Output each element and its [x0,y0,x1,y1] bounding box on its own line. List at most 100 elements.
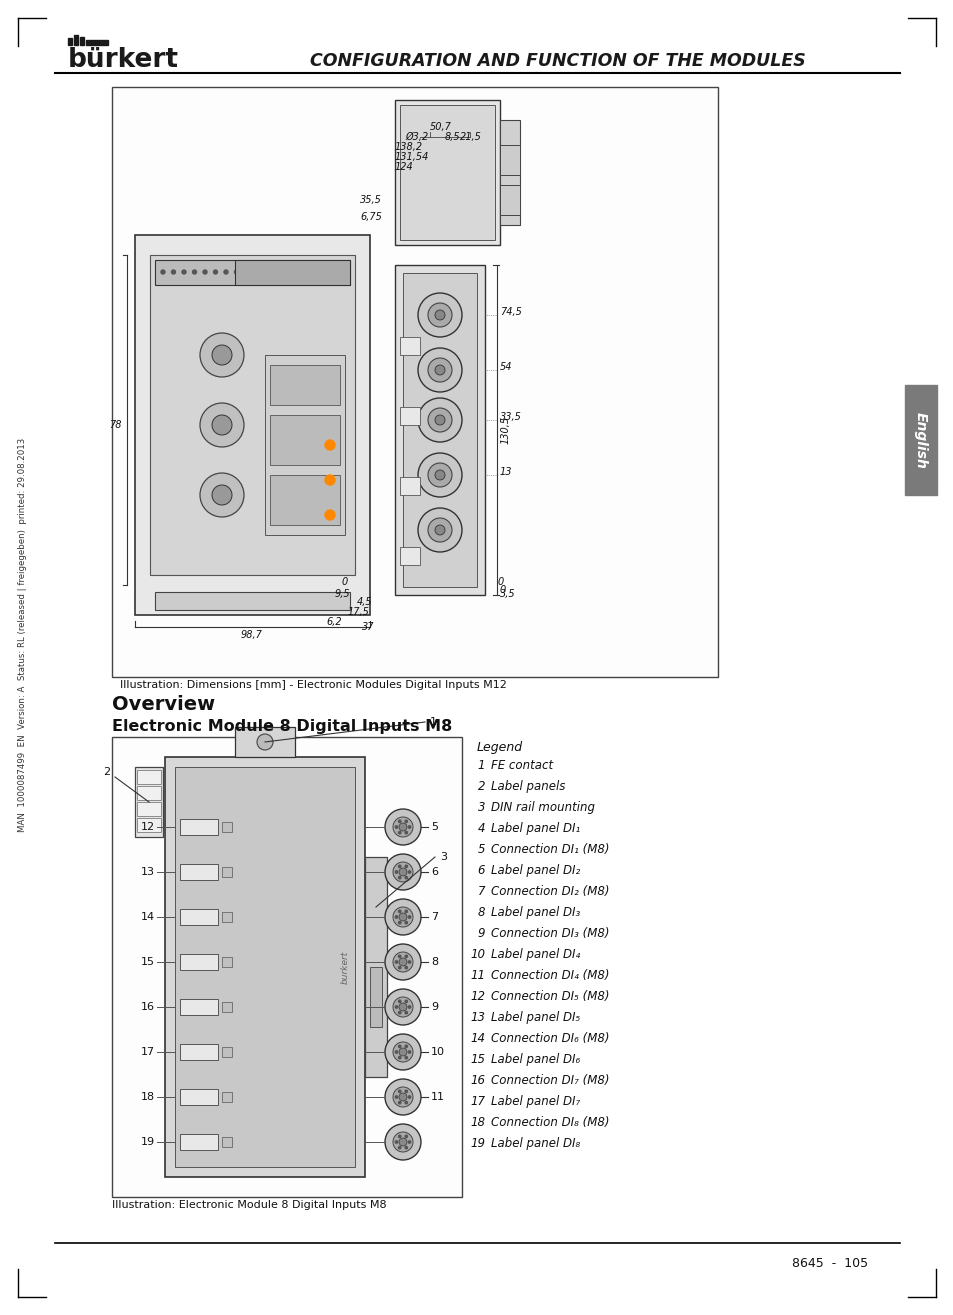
Bar [222,1002,232,1013]
Text: 8: 8 [477,906,484,919]
Circle shape [395,1006,397,1009]
Text: 11: 11 [431,1091,444,1102]
Text: Overview: Overview [112,696,214,714]
Circle shape [398,910,400,913]
Bar [180,953,218,970]
Circle shape [405,910,407,913]
Circle shape [297,270,301,274]
Text: 6: 6 [431,867,437,877]
Text: FE contact: FE contact [491,759,553,772]
Text: 0: 0 [499,585,506,594]
Circle shape [405,967,407,969]
Text: 18: 18 [141,1091,154,1102]
Text: 131,54: 131,54 [395,153,429,162]
Bar [180,819,218,835]
Text: Label panel DI₇: Label panel DI₇ [491,1095,579,1109]
Circle shape [405,1090,407,1093]
Circle shape [398,1003,407,1011]
Circle shape [393,997,413,1016]
Text: 12: 12 [470,990,484,1003]
Circle shape [398,831,400,834]
Circle shape [405,831,407,834]
Circle shape [405,1045,407,1048]
Bar [365,857,387,1077]
Circle shape [435,525,444,535]
Circle shape [398,959,407,967]
Circle shape [224,270,228,274]
Circle shape [428,463,452,487]
Circle shape [408,826,411,828]
Bar [399,337,419,355]
Circle shape [435,469,444,480]
Circle shape [398,1090,400,1093]
Text: Label panel DI₈: Label panel DI₈ [491,1137,579,1151]
Bar [180,864,218,880]
Text: 9: 9 [431,1002,437,1013]
Circle shape [213,270,217,274]
Circle shape [408,1141,411,1143]
Text: 13: 13 [499,467,512,477]
Text: Connection DI₇ (M8): Connection DI₇ (M8) [491,1074,609,1088]
Circle shape [398,876,400,878]
Circle shape [398,913,407,920]
Circle shape [405,1147,407,1149]
Text: 98,7: 98,7 [241,630,263,640]
Text: 3,5: 3,5 [499,589,515,600]
Circle shape [318,270,322,274]
Text: 13: 13 [470,1011,484,1024]
Bar [74,36,78,45]
Bar [222,1047,232,1057]
Text: 16: 16 [141,1002,154,1013]
Circle shape [405,1056,407,1059]
Circle shape [276,270,280,274]
Text: 138,2: 138,2 [395,142,423,153]
Bar [68,38,71,45]
Circle shape [395,915,397,918]
Circle shape [408,1095,411,1098]
Circle shape [405,1135,407,1137]
Bar [222,1091,232,1102]
Circle shape [393,863,413,882]
Circle shape [435,310,444,320]
Text: 50,7: 50,7 [430,122,452,132]
Circle shape [405,821,407,823]
Circle shape [393,907,413,927]
Text: 124: 124 [395,162,414,172]
Circle shape [385,1034,420,1070]
Circle shape [385,899,420,935]
Circle shape [398,1001,400,1002]
Circle shape [408,1006,411,1009]
Circle shape [417,348,461,392]
Circle shape [428,518,452,542]
Bar [174,767,355,1166]
Circle shape [172,270,175,274]
Bar [137,818,161,832]
Bar [499,185,519,214]
Circle shape [398,821,400,823]
Bar [80,37,84,45]
Text: burkert: burkert [340,951,349,984]
Text: 1: 1 [430,717,436,727]
Circle shape [417,508,461,552]
Circle shape [393,952,413,972]
Circle shape [393,1088,413,1107]
Circle shape [398,1048,407,1056]
Circle shape [405,955,407,957]
Text: Legend: Legend [476,740,522,753]
Circle shape [200,402,244,447]
Circle shape [325,510,335,519]
Circle shape [398,1137,407,1145]
Text: 0: 0 [497,577,504,586]
Text: 19: 19 [141,1137,154,1147]
Circle shape [405,1102,407,1103]
Circle shape [234,270,238,274]
Bar [112,736,461,1197]
Circle shape [398,1093,407,1101]
Text: 54: 54 [499,362,512,372]
Circle shape [325,441,335,450]
Circle shape [393,1132,413,1152]
Text: 4,5: 4,5 [356,597,373,608]
Text: 7: 7 [431,913,437,922]
Text: 10: 10 [431,1047,444,1057]
Circle shape [428,302,452,327]
